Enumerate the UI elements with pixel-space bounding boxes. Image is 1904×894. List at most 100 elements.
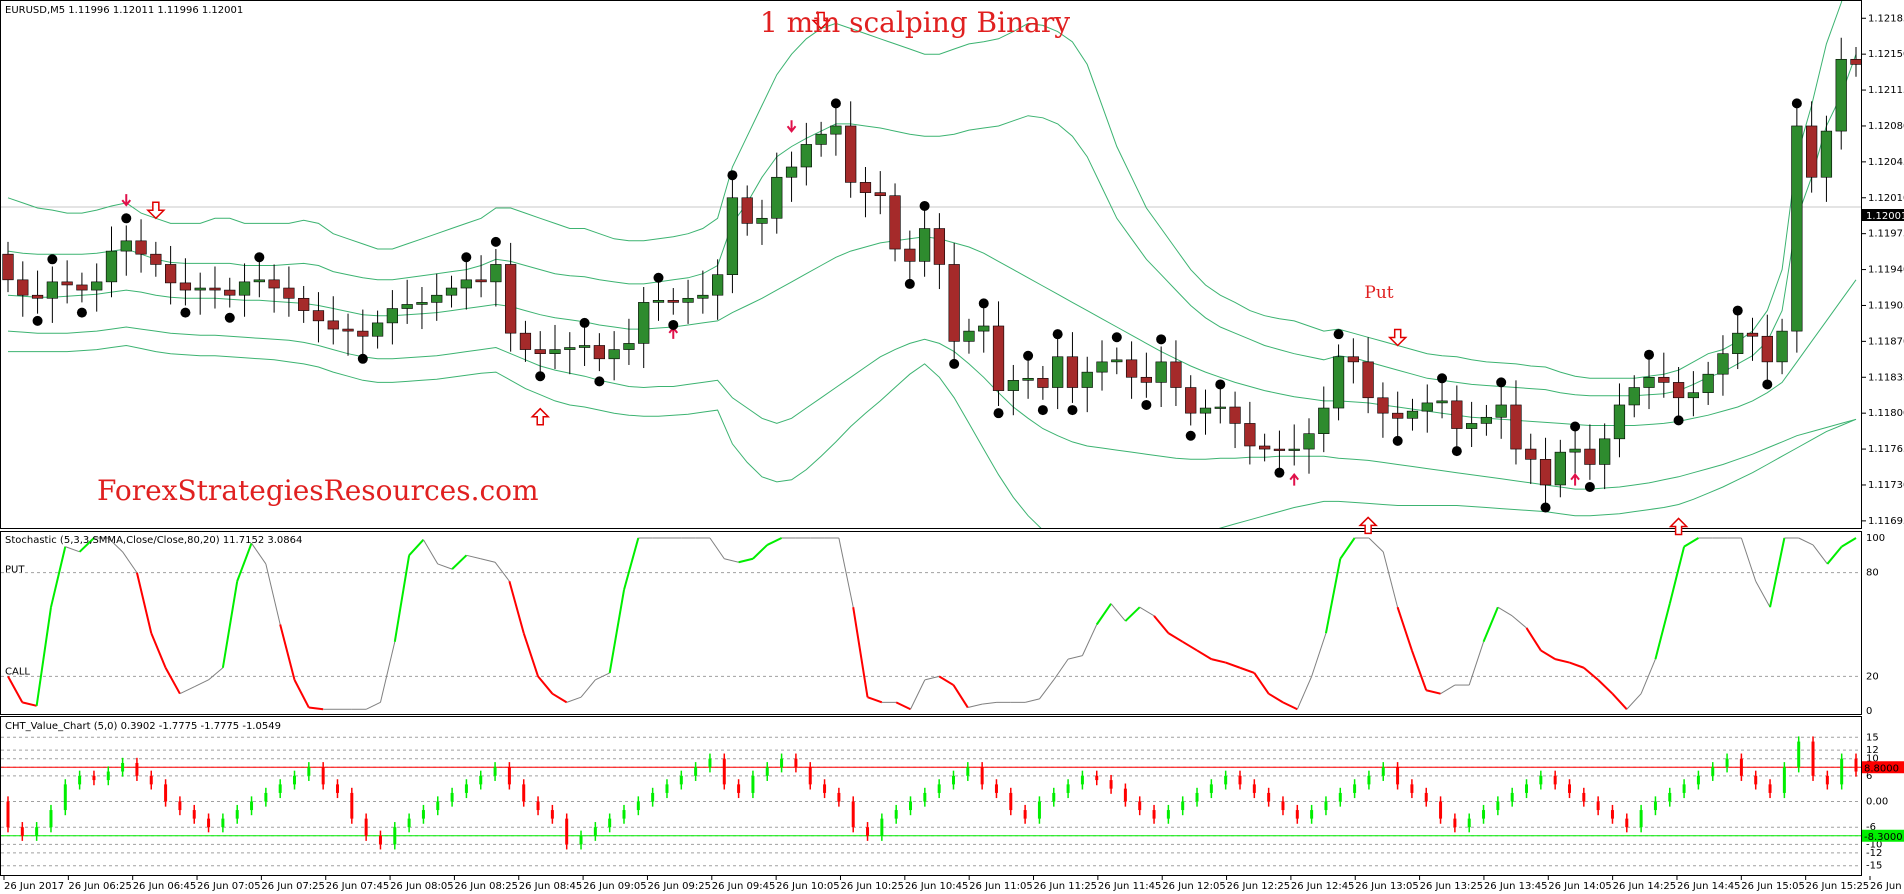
candle bbox=[771, 176, 783, 219]
vc-tick-label: -12 bbox=[1866, 848, 1882, 859]
stoch-segment bbox=[738, 557, 754, 564]
stoch-segment bbox=[982, 701, 997, 705]
stoch-segment bbox=[65, 546, 80, 553]
stoch-segment bbox=[35, 607, 52, 706]
signal-dot-high bbox=[47, 254, 58, 265]
put-label: Put bbox=[1364, 283, 1393, 303]
candle bbox=[150, 253, 162, 265]
price-tick-label: 1.11835 bbox=[1868, 372, 1904, 383]
time-tick-label: 26 Jun 15:05 bbox=[1741, 881, 1805, 892]
band-upper-inner bbox=[7, 54, 1857, 397]
signal-dot-low bbox=[1037, 405, 1048, 416]
candle bbox=[1362, 361, 1374, 399]
put-signal-arrow bbox=[811, 11, 831, 30]
stoch-segment bbox=[867, 696, 883, 704]
stoch-segment bbox=[709, 537, 725, 560]
time-tick-label: 26 Jun 08:05 bbox=[390, 881, 454, 892]
stoch-segment bbox=[293, 679, 310, 708]
stoch-segment bbox=[365, 701, 381, 710]
stoch-segment bbox=[1841, 537, 1857, 548]
candle bbox=[91, 281, 103, 291]
stoch-segment bbox=[1024, 698, 1040, 703]
stoch-segment bbox=[1511, 615, 1527, 629]
stoch-segment bbox=[551, 692, 568, 704]
signal-dot-high bbox=[1644, 349, 1655, 360]
time-tick-label: 26 Jun 15:4 bbox=[1870, 881, 1904, 892]
pin-up-arrow bbox=[1570, 472, 1580, 486]
candle bbox=[1717, 353, 1729, 375]
vc-tick-label: -10 bbox=[1866, 839, 1882, 850]
candle bbox=[593, 345, 605, 360]
candle bbox=[209, 287, 221, 291]
candle bbox=[1436, 400, 1448, 404]
stoch-tick-label: 0 bbox=[1866, 706, 1872, 717]
candle bbox=[1259, 445, 1271, 450]
candle bbox=[371, 322, 384, 337]
signal-dot-high bbox=[1791, 98, 1802, 109]
candle bbox=[135, 240, 147, 255]
stoch-segment bbox=[938, 675, 955, 686]
call-signal-arrow bbox=[530, 407, 551, 426]
candle bbox=[1066, 356, 1079, 388]
time-tick-label: 26 Jun 2017 bbox=[4, 881, 64, 892]
vc-tick-label: 6 bbox=[1866, 771, 1872, 782]
stoch-segment bbox=[752, 544, 768, 560]
candle bbox=[697, 294, 709, 299]
vc-level-label: 8.8000 bbox=[1864, 763, 1899, 774]
stoch-segment bbox=[537, 675, 554, 695]
stoch-segment bbox=[208, 667, 224, 681]
time-tick-label: 26 Jun 10:05 bbox=[776, 881, 840, 892]
signal-dot-low bbox=[949, 358, 960, 369]
stoch-segment bbox=[1282, 701, 1298, 711]
candle bbox=[1658, 376, 1670, 383]
candle bbox=[859, 182, 872, 193]
candle bbox=[1732, 332, 1744, 354]
signal-dot-high bbox=[1570, 421, 1581, 432]
candle bbox=[549, 349, 561, 354]
stoch-segment bbox=[1225, 661, 1241, 669]
price-tick-label: 1.11800 bbox=[1868, 408, 1904, 419]
stoch-segment bbox=[1324, 558, 1342, 634]
candle bbox=[1806, 125, 1818, 178]
stoch-segment bbox=[1296, 676, 1313, 710]
stoch-segment bbox=[1683, 537, 1699, 548]
stoch-segment bbox=[1611, 693, 1628, 710]
stoch-segment bbox=[566, 696, 582, 703]
stoch-segment bbox=[508, 580, 525, 634]
stoch-segment bbox=[1196, 649, 1212, 660]
stoch-tick-label: 80 bbox=[1866, 568, 1879, 579]
time-tick-label: 26 Jun 13:05 bbox=[1355, 881, 1419, 892]
candle bbox=[682, 297, 694, 303]
time-tick-label: 26 Jun 09:45 bbox=[712, 881, 776, 892]
time-axis: 26 Jun 2017 26 Jun 06:25 26 Jun 06:45 26 Ju… bbox=[3, 876, 1904, 892]
stoch-segment bbox=[423, 539, 439, 565]
stochastic-pane[interactable]: PUT CALL bbox=[1, 537, 1861, 711]
stoch-segment bbox=[1583, 666, 1599, 681]
signal-dot-low bbox=[1762, 379, 1773, 390]
main-pane-frame bbox=[0, 0, 1862, 529]
stoch-segment bbox=[265, 563, 281, 625]
signal-dot-low bbox=[76, 307, 87, 318]
vc-tick-label: -6 bbox=[1866, 822, 1876, 833]
stoch-segment bbox=[1755, 581, 1771, 608]
signal-dot-low bbox=[668, 319, 679, 330]
candle bbox=[1761, 335, 1773, 363]
candle bbox=[1007, 380, 1019, 391]
signal-dot-high bbox=[830, 98, 841, 109]
stoch-segment bbox=[1382, 551, 1399, 608]
main-pane[interactable] bbox=[1, 0, 1862, 555]
candle bbox=[1465, 423, 1478, 429]
title-watermark: 1 min scalping Binary bbox=[760, 6, 1070, 39]
candle bbox=[608, 349, 620, 360]
candle bbox=[830, 125, 842, 135]
candle bbox=[1303, 433, 1315, 450]
vc-level-label: -8.3000 bbox=[1864, 832, 1903, 843]
stoch-segment bbox=[1569, 661, 1585, 669]
signal-dot-high bbox=[1437, 373, 1448, 384]
value-chart-pane[interactable] bbox=[1, 736, 1861, 867]
stoch-segment bbox=[522, 632, 539, 677]
candle bbox=[1599, 438, 1611, 465]
candle bbox=[667, 300, 679, 303]
stoch-segment bbox=[1239, 666, 1255, 674]
